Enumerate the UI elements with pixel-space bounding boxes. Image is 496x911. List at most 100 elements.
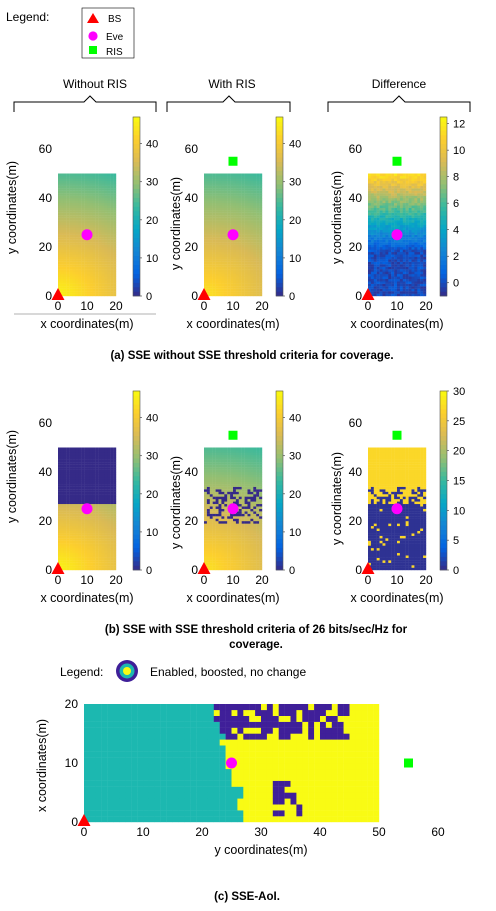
heatmap-cell — [218, 545, 222, 549]
heatmap-cell — [110, 562, 114, 566]
heatmap-cell — [81, 494, 85, 497]
heatmap-cell — [411, 188, 415, 191]
heatmap-cell — [417, 276, 421, 280]
heatmap-cell — [391, 254, 395, 257]
heatmap-cell — [78, 273, 82, 277]
heatmap-cell — [204, 472, 208, 475]
heatmap-cell — [244, 261, 248, 265]
heatmap-cell — [98, 550, 102, 554]
heatmap-cell — [60, 521, 64, 524]
heatmap-cell — [87, 498, 91, 502]
heatmap-cell — [63, 503, 67, 507]
heatmap-cell — [95, 496, 99, 500]
heatmap-cell — [209, 202, 213, 206]
heatmap-cell — [69, 185, 73, 189]
heatmap-cell — [78, 291, 82, 294]
heatmap-cell — [101, 513, 105, 517]
heatmap-cell — [206, 484, 210, 487]
heatmap-cell — [256, 281, 260, 284]
heatmap-cell — [87, 291, 91, 294]
heatmap-cell — [215, 256, 219, 260]
heatmap-cell — [241, 244, 245, 248]
heatmap-cell — [405, 224, 409, 228]
heatmap-cell — [60, 202, 64, 206]
colorbar-frame — [275, 116, 284, 297]
heatmap-cell — [81, 489, 85, 492]
heatmap-cell — [241, 278, 245, 282]
heatmap-cell — [224, 281, 228, 284]
heatmap-cell — [247, 183, 251, 186]
heatmap-cell — [394, 185, 398, 189]
heatmap-cell — [72, 459, 76, 463]
heatmap-cell — [89, 552, 93, 556]
heatmap-cell — [241, 513, 245, 517]
y-tick-label: 0 — [355, 289, 362, 303]
heatmap-cell — [235, 545, 239, 549]
heatmap-cell — [212, 205, 216, 208]
heatmap-cell — [209, 481, 213, 485]
colorbar-segment — [133, 170, 140, 176]
heatmap-cell — [84, 210, 88, 213]
colorbar-segment — [440, 273, 447, 279]
heatmap-cell — [81, 555, 85, 558]
heatmap-cell — [87, 545, 91, 549]
heatmap-cell — [107, 540, 111, 544]
heatmap-cell — [212, 237, 216, 240]
heatmap-cell — [98, 198, 102, 201]
heatmap-cell — [87, 271, 91, 275]
heatmap-cell — [75, 261, 79, 265]
heatmap-cell — [391, 193, 395, 196]
heatmap-cell — [69, 175, 73, 179]
heatmap-cell — [101, 557, 105, 561]
heatmap-cell — [72, 212, 76, 216]
heatmap-cell — [373, 273, 377, 277]
heatmap-cell — [75, 237, 79, 240]
heatmap-cell — [58, 207, 62, 211]
heatmap-cell — [206, 503, 210, 507]
colorbar-segment — [133, 462, 140, 468]
heatmap-cell — [224, 533, 228, 536]
heatmap-cell — [221, 212, 225, 216]
brace-without-ris — [13, 95, 157, 112]
heatmap-cell — [224, 540, 228, 544]
heatmap-cell — [370, 261, 374, 265]
heatmap-cell — [113, 195, 117, 199]
heatmap-cell — [81, 180, 85, 184]
heatmap-cell — [230, 479, 234, 482]
heatmap-cell — [417, 210, 421, 213]
heatmap-cell — [113, 457, 117, 460]
heatmap-cell — [89, 523, 93, 527]
heatmap-cell — [87, 247, 91, 250]
heatmap-cell — [63, 190, 67, 194]
heatmap-cell — [81, 462, 85, 465]
heatmap-cell — [66, 479, 70, 482]
heatmap-cell — [256, 234, 260, 238]
heatmap-cell — [238, 562, 242, 566]
heatmap-cell — [206, 496, 210, 500]
heatmap-cell — [235, 178, 239, 182]
heatmap-cell — [107, 565, 111, 568]
heatmap-cell — [89, 288, 93, 292]
heatmap-cell — [399, 227, 403, 231]
heatmap-cell — [87, 530, 91, 534]
heatmap-cell — [388, 220, 392, 223]
heatmap-cell — [394, 175, 398, 179]
heatmap-cell — [72, 237, 76, 240]
heatmap-cell — [101, 565, 105, 568]
heatmap-cell — [227, 198, 231, 201]
heatmap-cell — [66, 200, 70, 204]
heatmap-cell — [107, 467, 111, 470]
heatmap-cell — [388, 293, 392, 297]
heatmap-cell — [107, 476, 111, 480]
heatmap-cell — [72, 224, 76, 228]
heatmap-cell — [69, 452, 73, 456]
heatmap-cell — [241, 555, 245, 558]
heatmap-cell — [420, 286, 424, 289]
heatmap-cell — [241, 538, 245, 541]
heatmap-cell — [81, 242, 85, 245]
heatmap-cell — [209, 518, 213, 522]
heatmap-cell — [253, 232, 257, 235]
heatmap-cell — [72, 185, 76, 189]
heatmap-cell — [233, 498, 237, 502]
